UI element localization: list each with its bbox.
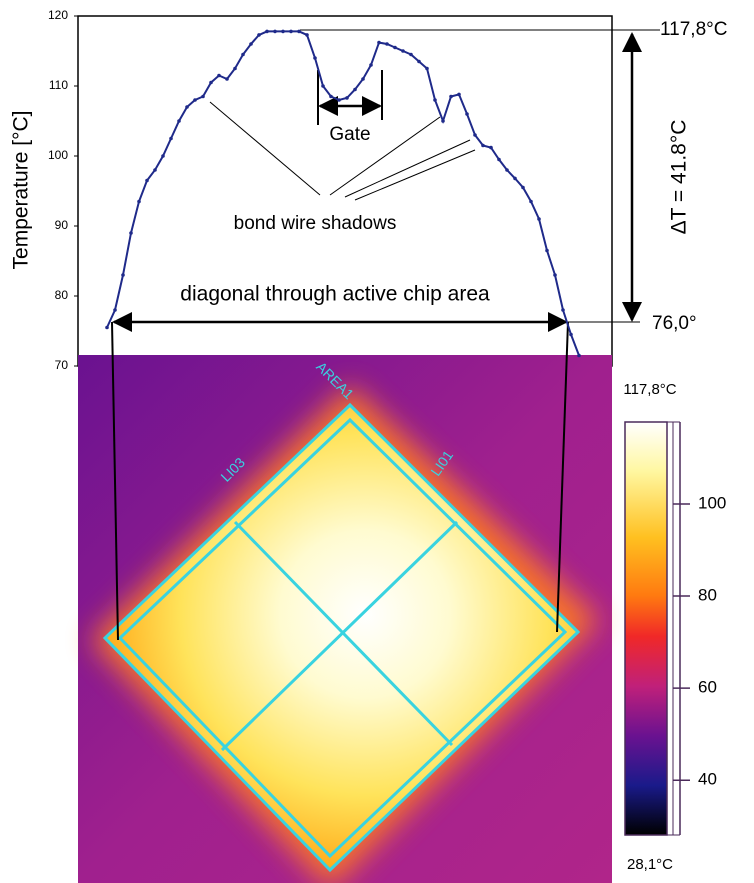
data-point [153, 168, 157, 172]
data-point [201, 94, 205, 99]
data-point [561, 308, 565, 312]
min-label: 76,0° [652, 313, 697, 334]
data-point [161, 154, 165, 158]
data-point [241, 52, 245, 57]
data-point [377, 40, 381, 45]
data-point [425, 66, 429, 71]
heat-area [105, 405, 578, 870]
data-point [169, 136, 173, 141]
y-tick-label: 100 [48, 148, 68, 162]
data-point [281, 29, 285, 34]
data-point [297, 29, 301, 34]
data-point [129, 231, 133, 235]
data-point [553, 273, 557, 277]
data-point [345, 96, 349, 100]
data-point [489, 145, 493, 150]
data-point [353, 87, 357, 92]
y-tick-label: 110 [49, 78, 68, 92]
data-point [273, 29, 277, 34]
data-point [433, 98, 437, 102]
data-point [225, 77, 229, 81]
data-point [177, 119, 181, 123]
data-point [521, 185, 525, 190]
data-point [505, 168, 509, 172]
data-point [497, 157, 501, 162]
data-point [569, 332, 573, 337]
colorbar-limit-label: 117,8°C [623, 381, 676, 398]
data-point [457, 92, 461, 97]
bond-label: bond wire shadows [234, 213, 397, 234]
data-point [577, 353, 581, 358]
data-point [113, 308, 117, 312]
data-point [321, 84, 325, 88]
max-label: 117,8°C [660, 19, 727, 40]
data-point [313, 56, 317, 60]
data-point [513, 176, 517, 181]
colorbar-tick-label: 80 [698, 586, 717, 605]
data-point [233, 66, 237, 71]
delta-label: ΔT = 41.8°C [668, 120, 691, 235]
data-point [329, 94, 333, 99]
data-point [537, 217, 541, 221]
thermal-image [78, 355, 612, 883]
data-point [385, 42, 389, 46]
data-point [257, 33, 261, 37]
data-point [409, 52, 413, 57]
data-point [369, 63, 373, 67]
diagonal-label: diagonal through active chip area [180, 283, 490, 306]
y-tick-label: 80 [55, 288, 69, 302]
colorbar-tick-label: 60 [698, 678, 717, 697]
data-point [401, 49, 405, 53]
data-point [441, 119, 445, 123]
data-point [305, 33, 309, 37]
y-axis-label: Temperature [°C] [10, 111, 33, 270]
y-tick-label: 120 [48, 8, 68, 22]
data-point [217, 73, 221, 78]
data-point [473, 133, 477, 137]
data-point [289, 29, 293, 34]
colorbar-tick-label: 40 [698, 770, 717, 789]
data-point [481, 143, 485, 148]
colorbar-limit-label: 28,1°C [627, 856, 673, 873]
colorbar [624, 421, 668, 836]
data-point [265, 29, 269, 34]
data-point [465, 112, 469, 116]
data-point [337, 98, 341, 102]
colorbar-tick-label: 100 [698, 493, 726, 512]
data-point [193, 98, 197, 102]
data-point [393, 45, 397, 50]
temperature-line [106, 30, 580, 356]
plot-frame [77, 15, 613, 367]
data-point [105, 325, 109, 330]
roi-outline [102, 402, 581, 873]
data-point [545, 248, 549, 253]
data-point [361, 77, 365, 81]
data-point [417, 59, 421, 64]
y-tick-label: 70 [55, 358, 69, 372]
arrows [112, 31, 642, 332]
data-point [185, 105, 189, 109]
gate-label: Gate [329, 124, 370, 145]
y-tick-label: 90 [55, 218, 69, 232]
data-point [121, 273, 125, 277]
data-point [209, 80, 213, 85]
data-point [249, 42, 253, 46]
data-point [145, 178, 149, 183]
data-point [449, 94, 453, 99]
data-point [137, 199, 141, 204]
data-point [529, 199, 533, 204]
